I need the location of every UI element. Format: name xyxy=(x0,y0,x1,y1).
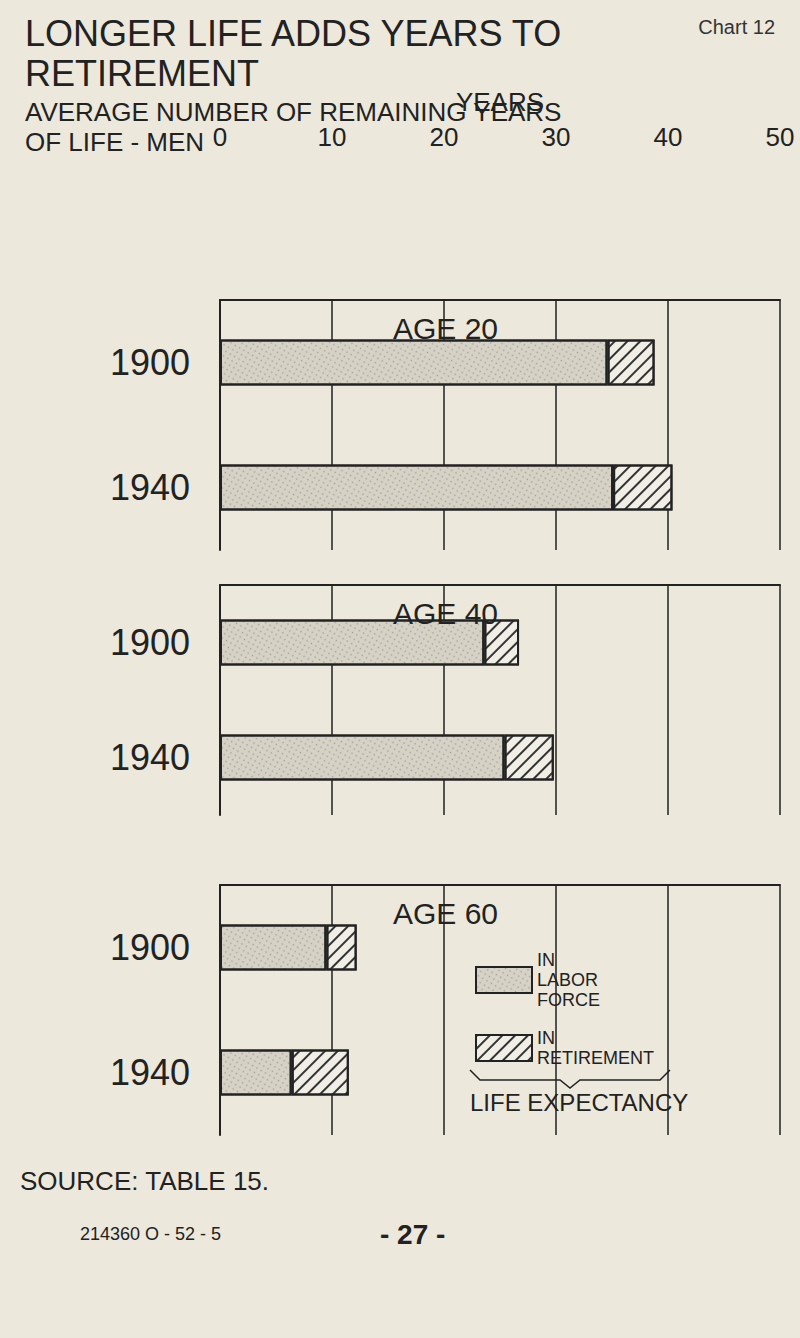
svg-text:30: 30 xyxy=(541,122,571,152)
svg-text:LONGER LIFE ADDS YEARS TO: LONGER LIFE ADDS YEARS TO xyxy=(25,13,571,54)
svg-text:AGE 60: AGE 60 xyxy=(393,897,498,930)
svg-text:Chart 12: Chart 12 xyxy=(698,16,775,38)
svg-text:AGE 40: AGE 40 xyxy=(393,597,498,630)
svg-text:LABOR: LABOR xyxy=(537,970,598,990)
svg-text:SOURCE: TABLE 15.: SOURCE: TABLE 15. xyxy=(20,1166,269,1196)
svg-text:OF LIFE - MEN: OF LIFE - MEN xyxy=(25,127,204,157)
svg-text:IN: IN xyxy=(537,950,555,970)
svg-text:10: 10 xyxy=(317,122,347,152)
svg-text:RETIREMENT: RETIREMENT xyxy=(25,53,259,94)
svg-text:- 27 -: - 27 - xyxy=(380,1219,445,1250)
svg-text:0: 0 xyxy=(212,122,228,152)
svg-text:50: 50 xyxy=(766,122,795,152)
svg-text:AVERAGE NUMBER OF REMAINING YE: AVERAGE NUMBER OF REMAINING YEARS xyxy=(25,97,569,127)
svg-text:1940: 1940 xyxy=(110,737,190,778)
svg-text:RETIREMENT: RETIREMENT xyxy=(537,1048,654,1068)
svg-text:1900: 1900 xyxy=(110,342,190,383)
svg-text:1900: 1900 xyxy=(110,622,190,663)
svg-text:214360 O - 52 - 5: 214360 O - 52 - 5 xyxy=(80,1224,221,1244)
svg-text:20: 20 xyxy=(429,122,459,152)
svg-text:40: 40 xyxy=(654,122,683,152)
svg-text:AGE 20: AGE 20 xyxy=(393,312,498,345)
svg-text:LIFE EXPECTANCY: LIFE EXPECTANCY xyxy=(470,1089,688,1116)
svg-text:1900: 1900 xyxy=(110,927,190,968)
svg-text:FORCE: FORCE xyxy=(537,990,600,1010)
svg-text:1940: 1940 xyxy=(110,1052,190,1093)
svg-text:1940: 1940 xyxy=(110,467,190,508)
svg-text:IN: IN xyxy=(537,1028,555,1048)
